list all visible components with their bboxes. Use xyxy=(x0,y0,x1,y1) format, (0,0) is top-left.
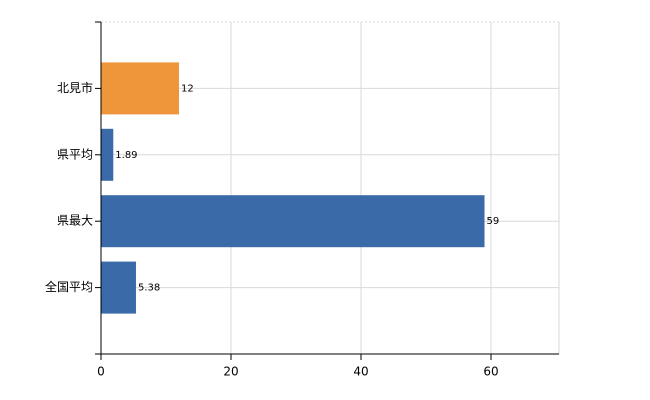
y-tick-label: 全国平均 xyxy=(45,279,93,294)
bar xyxy=(101,62,179,115)
bar xyxy=(101,261,136,314)
value-label: 1.89 xyxy=(115,150,137,161)
value-label: 59 xyxy=(487,216,500,227)
value-label: 5.38 xyxy=(138,283,160,294)
bar xyxy=(101,128,114,181)
x-tick-label: 20 xyxy=(223,365,238,379)
value-label: 12 xyxy=(181,83,194,94)
bar xyxy=(101,195,485,248)
y-tick-label: 北見市 xyxy=(57,80,93,95)
x-tick-label: 60 xyxy=(483,365,498,379)
x-tick-label: 0 xyxy=(97,365,105,379)
y-tick-label: 県最大 xyxy=(57,214,93,228)
y-tick-label: 県平均 xyxy=(57,147,93,161)
x-tick-label: 40 xyxy=(353,365,368,379)
